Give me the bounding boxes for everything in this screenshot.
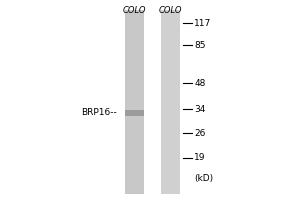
Bar bbox=[124, 110, 144, 116]
Text: COLO: COLO bbox=[122, 6, 146, 15]
Bar bbox=[160, 10, 180, 194]
Text: 19: 19 bbox=[194, 154, 206, 162]
Text: 48: 48 bbox=[194, 78, 206, 88]
Bar bbox=[124, 10, 144, 194]
Text: COLO: COLO bbox=[158, 6, 182, 15]
Text: (kD): (kD) bbox=[194, 174, 214, 182]
Text: BRP16--: BRP16-- bbox=[81, 108, 117, 117]
Text: 34: 34 bbox=[194, 105, 206, 114]
Text: 117: 117 bbox=[194, 19, 212, 27]
Text: 85: 85 bbox=[194, 40, 206, 49]
Text: 26: 26 bbox=[194, 129, 206, 138]
